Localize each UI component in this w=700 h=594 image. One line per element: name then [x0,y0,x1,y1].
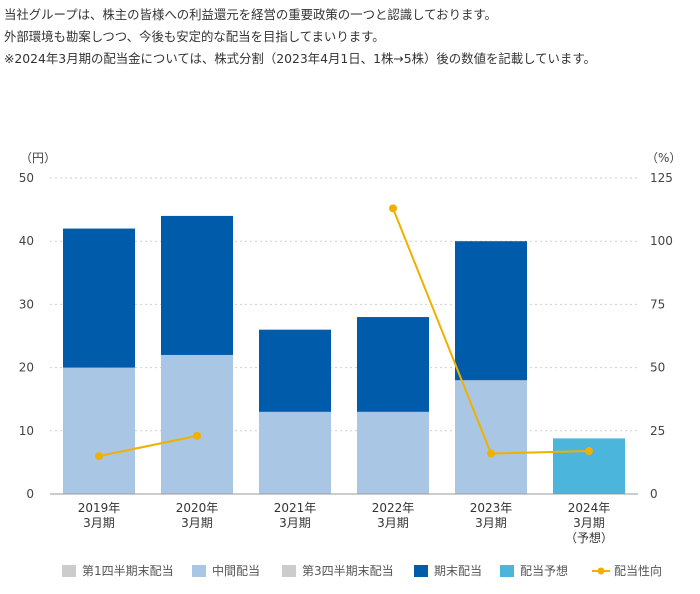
y-tick-label: 20 [19,361,34,375]
x-tick-label: 2023年 [470,501,513,515]
bar-期末配当 [455,241,527,381]
payout-ratio-line [95,204,593,461]
payout-ratio-segment [98,434,198,458]
legend-label: 中間配当 [212,563,260,578]
gridlines [50,177,638,432]
y-tick-label: 50 [19,171,34,185]
legend-label: 配当性向 [614,563,662,578]
x-tick-label: 2024年 [568,501,611,515]
payout-ratio-point [487,449,495,458]
payout-ratio-point [193,431,201,440]
bar-中間配当 [161,354,233,494]
y-tick-label: 0 [26,487,34,501]
y-axis-right-ticks: 0 25 50 75 100 125 [650,171,673,501]
y2-tick-label: 50 [650,361,665,375]
y2-tick-label: 25 [650,424,665,438]
y-axis-right-unit: （%） [646,151,681,165]
legend-label: 期末配当 [434,564,482,578]
x-tick-label: 3月期 [377,516,409,530]
x-tick-label: 2021年 [274,501,317,515]
bar-期末配当 [63,228,135,368]
bar-中間配当 [357,411,429,494]
y-axis-left-unit: （円） [20,151,56,165]
x-tick-label: 2022年 [372,501,415,515]
x-tick-label: （予想） [565,530,613,545]
legend: 第1四半期末配当 中間配当 第3四半期末配当 期末配当 配当予想 配当性向 [62,563,662,578]
legend-swatch-dot [597,567,605,575]
y-axis-left-ticks: 0 10 20 30 40 50 [19,171,34,501]
intro-line-3: ※2024年3月期の配当金については、株式分割（2023年4月1日、1株→5株）… [4,51,596,66]
legend-swatch [282,565,296,577]
bar-期末配当 [259,329,331,412]
y2-tick-label: 100 [650,234,673,248]
x-tick-label: 2019年 [78,501,121,515]
y-tick-label: 30 [19,297,34,311]
x-tick-label: 3月期 [475,516,507,530]
legend-swatch [414,565,428,577]
x-tick-label: 3月期 [83,516,115,530]
x-tick-label: 3月期 [573,516,605,530]
y-tick-label: 40 [19,234,34,248]
bar-配当予想 [553,438,625,494]
legend-label: 第3四半期末配当 [302,564,394,578]
bar-中間配当 [63,367,135,494]
legend-swatch [500,565,514,577]
legend-label: 第1四半期末配当 [82,564,174,578]
bar-期末配当 [161,215,233,355]
intro-line-2: 外部環境も勘案しつつ、今後も安定的な配当を目指してまいります。 [4,29,385,44]
x-tick-label: 2020年 [176,501,219,515]
x-axis-labels: 2019年3月期2020年3月期2021年3月期2022年3月期2023年3月期… [78,501,613,545]
legend-swatch [62,565,76,577]
y2-tick-label: 75 [650,297,665,311]
payout-ratio-point [585,447,593,456]
legend-swatch [192,565,206,577]
legend-label: 配当予想 [520,563,568,578]
intro-text: 当社グループは、株主の皆様への利益還元を経営の重要政策の一つと認識しております。… [4,4,696,70]
intro-line-1: 当社グループは、株主の皆様への利益還元を経営の重要政策の一つと認識しております。 [4,7,497,22]
y-tick-label: 10 [19,424,34,438]
bar-中間配当 [455,380,527,494]
x-tick-label: 3月期 [279,516,311,530]
bar-中間配当 [259,411,331,494]
y2-tick-label: 0 [650,487,658,501]
payout-ratio-point [389,204,397,213]
y2-tick-label: 125 [650,171,673,185]
x-tick-label: 3月期 [181,516,213,530]
bar-期末配当 [357,317,429,412]
payout-ratio-point [95,452,103,461]
